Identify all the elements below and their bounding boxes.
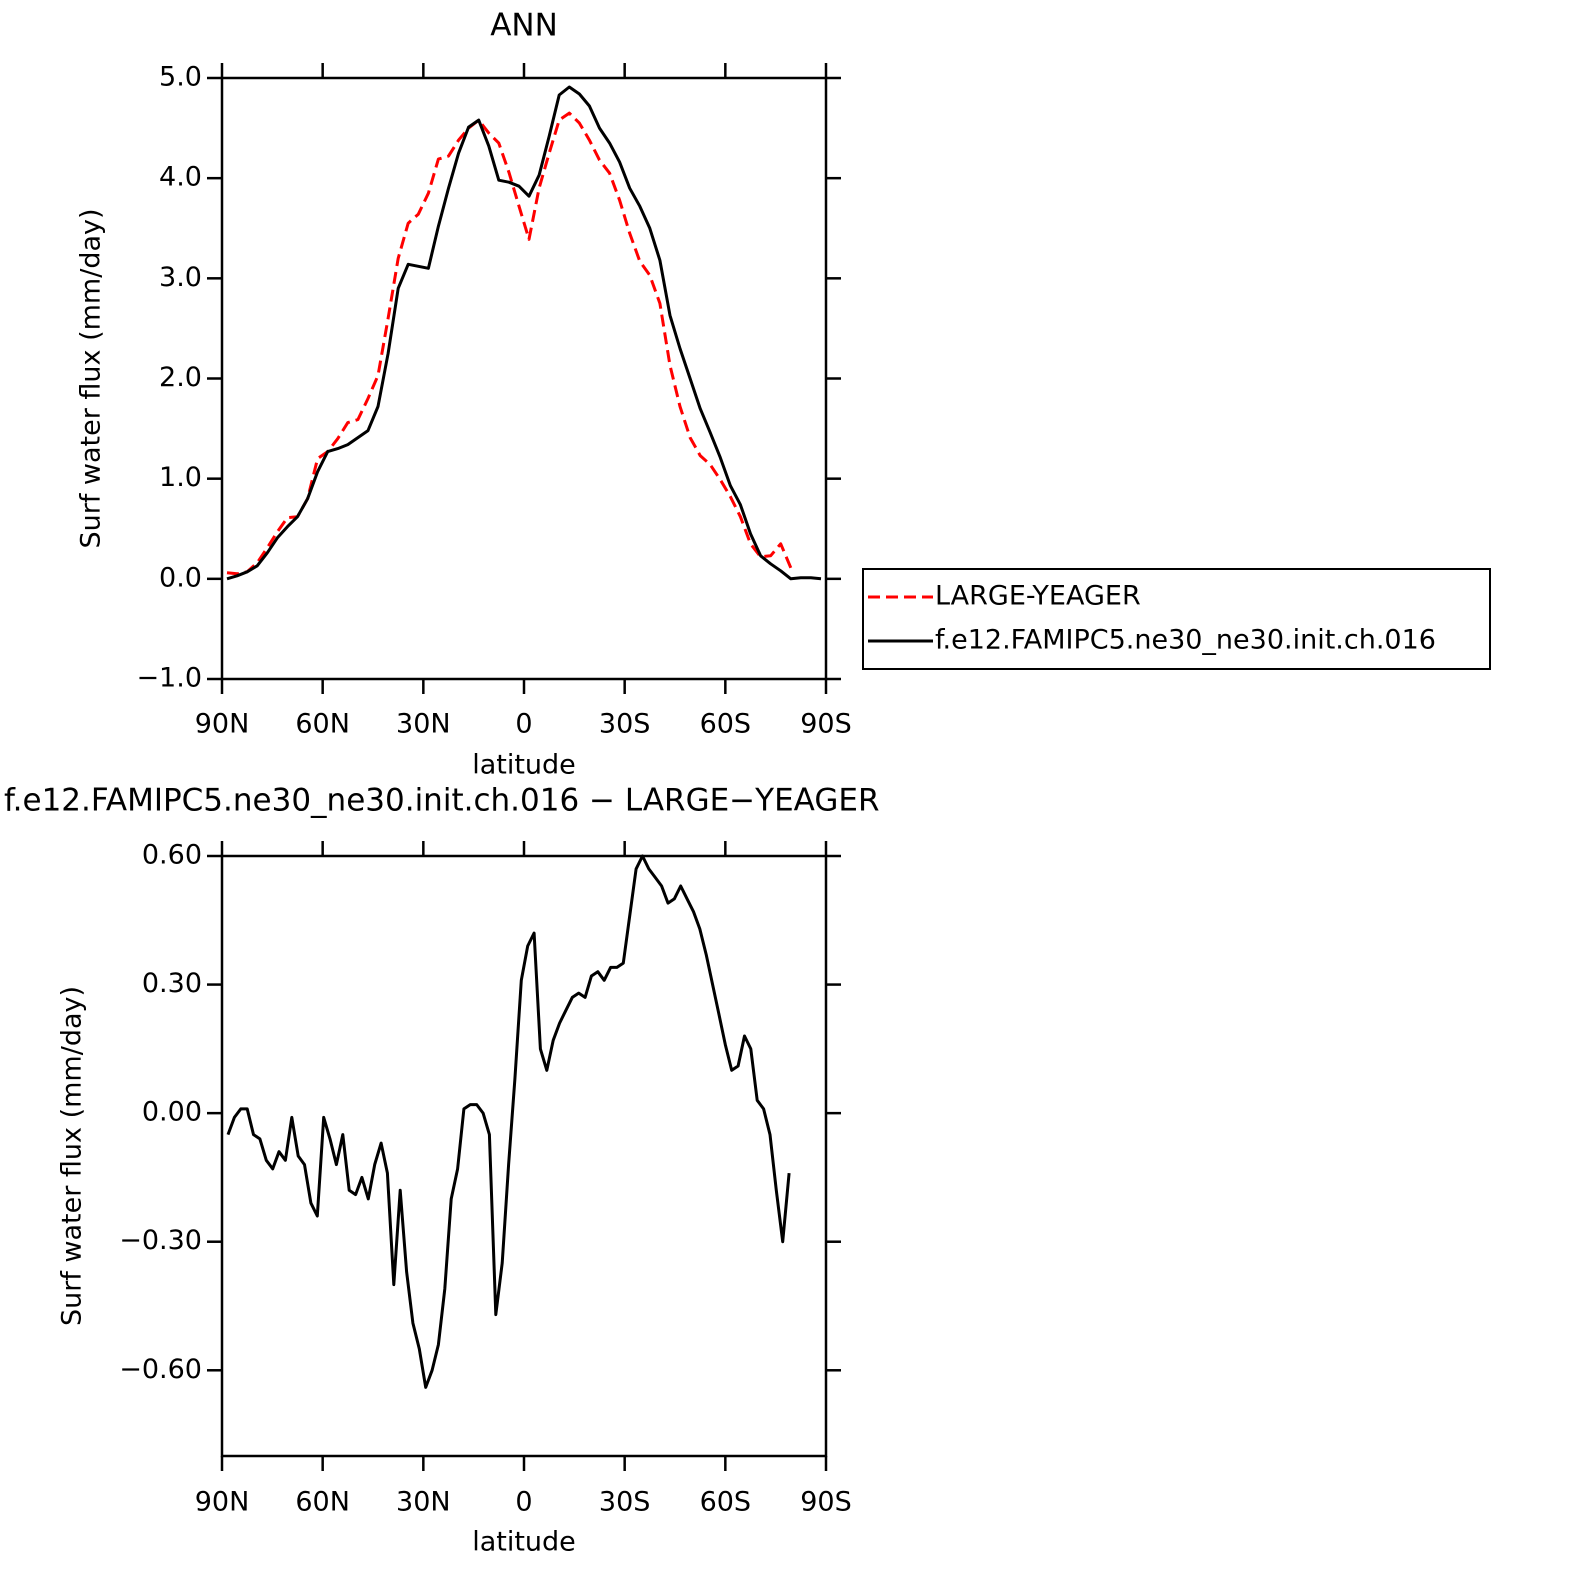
y-tick-label: 0.30 [142,968,202,999]
y-tick-label: −0.60 [119,1354,202,1385]
x-tick-label: 30S [599,709,651,740]
y-tick-label: 0.60 [142,840,202,871]
chart-title: f.e12.FAMIPC5.ne30_ne30.init.ch.016 − LA… [4,783,880,819]
x-tick-label: 60N [295,709,350,740]
plot-frame [220,854,828,1458]
data-line [226,85,822,581]
legend-box [862,568,1491,670]
x-tick-label: 90N [195,709,250,740]
x-tick-label: 60S [700,709,752,740]
chart-title: ANN [490,8,558,44]
legend-label: LARGE-YEAGER [935,581,1141,612]
y-tick-label: 0.0 [159,562,202,593]
y-tick-label: 2.0 [159,362,202,393]
y-tick-label: −1.0 [136,663,202,694]
x-tick-label: 30S [599,1487,651,1518]
y-tick-label: 0.00 [142,1097,202,1128]
x-axis-label: latitude [472,1527,576,1558]
y-axis-label: Surf water flux (mm/day) [76,208,107,548]
y-tick-label: 4.0 [159,162,202,193]
x-tick-label: 30N [396,709,451,740]
y-tick-label: 1.0 [159,462,202,493]
x-tick-label: 60S [700,1487,752,1518]
y-tick-label: 5.0 [159,62,202,93]
plot-frame [220,76,828,681]
x-tick-label: 60N [295,1487,350,1518]
x-tick-label: 90S [800,1487,852,1518]
data-line [226,111,793,576]
y-tick-label: 3.0 [159,262,202,293]
y-axis-label: Surf water flux (mm/day) [57,986,88,1326]
x-tick-label: 90S [800,709,852,740]
legend-label: f.e12.FAMIPC5.ne30_ne30.init.ch.016 [935,625,1436,656]
x-tick-label: 90N [195,1487,250,1518]
data-line [226,854,791,1389]
x-tick-label: 0 [515,1487,532,1518]
y-tick-label: −0.30 [119,1225,202,1256]
x-axis-label: latitude [472,750,576,781]
x-tick-label: 30N [396,1487,451,1518]
x-tick-label: 0 [515,709,532,740]
